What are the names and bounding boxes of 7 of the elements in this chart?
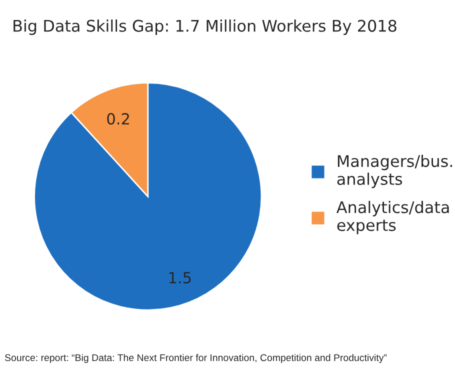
chart-title: Big Data Skills Gap: 1.7 Million Workers By 2018: [14, 20, 396, 35]
data-label: 0.2: [107, 113, 129, 125]
source-note: Source: report: “Big Data: The Next Frontier for Innovation, Competition and Productivity”: [4, 354, 387, 364]
data-label: 1.5: [169, 272, 191, 284]
legend-label: Analytics/data experts: [336, 200, 449, 234]
legend-label: Managers/bus. analysts: [337, 154, 452, 188]
pie-slice: [34, 82, 262, 311]
